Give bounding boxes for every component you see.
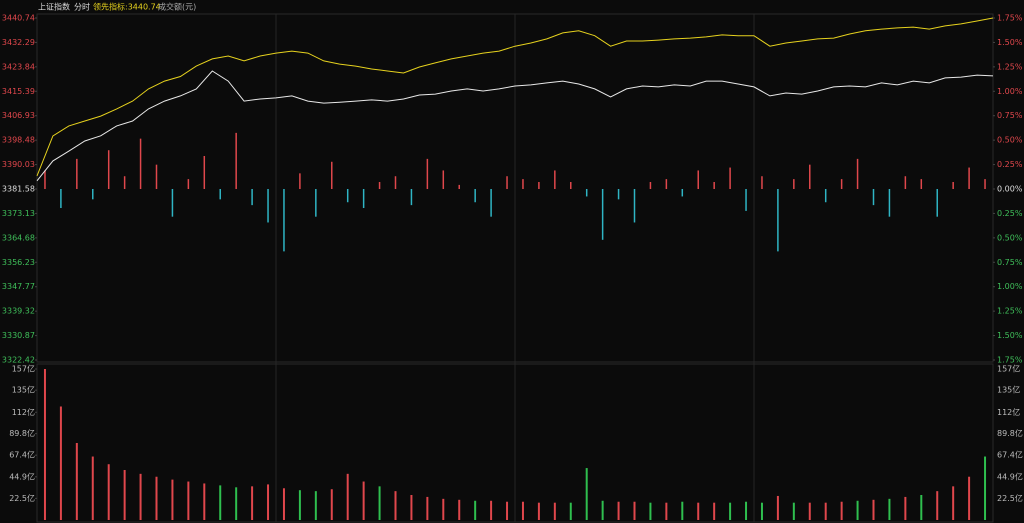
y-tick-label: 3390.03	[2, 160, 35, 169]
y2-tick-label: 1.75%	[997, 356, 1023, 365]
y2-tick-label: 0.50%	[997, 233, 1023, 242]
y-tick-label: 3398.48	[2, 136, 35, 145]
legend: 领先指标:3440.74	[93, 2, 161, 12]
y2-tick-label: 0.50%	[997, 136, 1023, 145]
y-tick-label: 44.9亿	[9, 471, 35, 481]
y-tick-label: 3381.58	[2, 185, 35, 194]
volume-title: 成交额(元)	[158, 2, 196, 12]
y-tick-label: 3440.74	[2, 14, 35, 23]
y-tick-label: 3364.68	[2, 233, 35, 242]
y2-tick-label: 0.75%	[997, 258, 1023, 267]
y2-tick-label: 0.25%	[997, 160, 1023, 169]
y-tick-label: 3423.84	[2, 62, 35, 71]
y-tick-label: 89.8亿	[9, 428, 35, 438]
period: 分时	[74, 2, 90, 12]
y2-tick-label: 0.25%	[997, 209, 1023, 218]
y2-tick-label: 0.00%	[997, 185, 1023, 194]
y2-tick-label: 44.9亿	[997, 471, 1023, 481]
y-tick-label: 3356.23	[2, 258, 35, 267]
y-tick-label: 3339.32	[2, 307, 35, 316]
y-tick-label: 3415.39	[2, 87, 35, 96]
y-tick-label: 3322.42	[2, 356, 35, 365]
y2-tick-label: 0.75%	[997, 111, 1023, 120]
y2-tick-label: 1.25%	[997, 62, 1023, 71]
y-tick-label: 3373.13	[2, 209, 35, 218]
y2-tick-label: 1.00%	[997, 282, 1023, 291]
y-tick-label: 3330.87	[2, 331, 35, 340]
y2-tick-label: 135亿	[997, 385, 1020, 395]
y2-tick-label: 1.50%	[997, 331, 1023, 340]
y-tick-label: 3406.93	[2, 111, 35, 120]
price-line	[36, 17, 994, 177]
y-tick-label: 3347.77	[2, 282, 35, 291]
chart-title: 上证指数	[38, 2, 70, 12]
y-tick-label: 135亿	[12, 385, 35, 395]
y2-tick-label: 1.50%	[997, 38, 1023, 47]
y-tick-label: 67.4亿	[9, 450, 35, 460]
y2-tick-label: 22.5亿	[997, 493, 1023, 503]
y-tick-label: 112亿	[12, 407, 35, 417]
y-tick-label: 22.5亿	[9, 493, 35, 503]
y2-tick-label: 67.4亿	[997, 450, 1023, 460]
price-line	[36, 70, 994, 182]
y2-tick-label: 1.00%	[997, 87, 1023, 96]
y-tick-label: 157亿	[12, 364, 35, 374]
y2-tick-label: 112亿	[997, 407, 1020, 417]
y2-tick-label: 1.25%	[997, 307, 1023, 316]
y2-tick-label: 157亿	[997, 364, 1020, 374]
y2-tick-label: 89.8亿	[997, 428, 1023, 438]
y2-tick-label: 1.75%	[997, 14, 1023, 23]
y-tick-label: 3432.29	[2, 38, 35, 47]
